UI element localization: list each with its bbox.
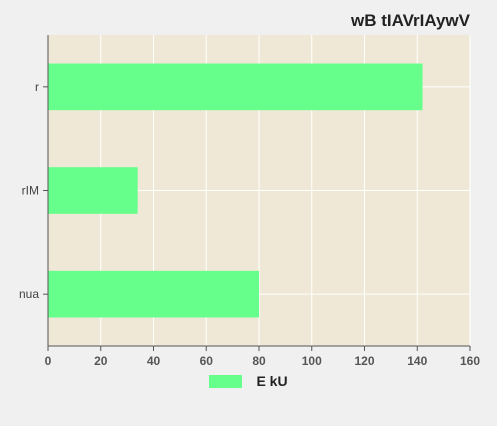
legend-label: E kU bbox=[256, 373, 288, 389]
y-tick-label: r bbox=[35, 80, 39, 94]
y-tick-label: rIM bbox=[22, 184, 39, 198]
x-tick-label: 40 bbox=[147, 354, 161, 368]
y-tick-label: nua bbox=[19, 287, 39, 301]
bars bbox=[48, 63, 423, 318]
legend-swatch bbox=[209, 374, 243, 388]
legend: E kU bbox=[0, 373, 497, 389]
x-tick-label: 80 bbox=[252, 354, 266, 368]
x-tick-label: 100 bbox=[302, 354, 322, 368]
x-tick-label: 0 bbox=[45, 354, 52, 368]
x-tick-label: 140 bbox=[407, 354, 427, 368]
x-tick-label: 60 bbox=[200, 354, 214, 368]
x-tick-label: 120 bbox=[354, 354, 374, 368]
x-tick-label: 160 bbox=[460, 354, 480, 368]
axes: 0 20 40 60 80 100 120 140 160 nua rIM r bbox=[19, 35, 480, 368]
x-tick-label: 20 bbox=[94, 354, 108, 368]
bar bbox=[48, 167, 138, 214]
bar bbox=[48, 63, 423, 111]
bar bbox=[48, 270, 259, 318]
bar-chart: 0 20 40 60 80 100 120 140 160 nua rIM r bbox=[19, 35, 480, 368]
chart-title: wB tIAVrIAywV bbox=[350, 11, 470, 30]
